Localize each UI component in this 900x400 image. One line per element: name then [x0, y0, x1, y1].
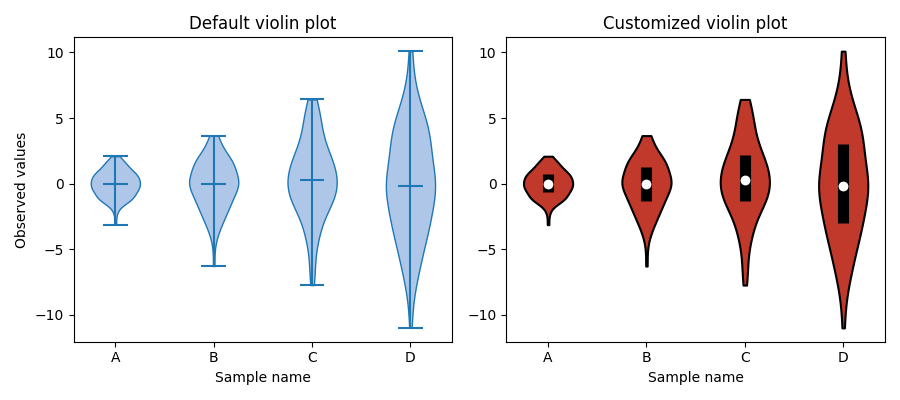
Point — [836, 182, 850, 189]
Point — [639, 180, 653, 187]
Point — [541, 180, 555, 187]
Title: Customized violin plot: Customized violin plot — [603, 15, 788, 33]
Point — [738, 176, 752, 183]
Title: Default violin plot: Default violin plot — [189, 15, 337, 33]
X-axis label: Sample name: Sample name — [215, 371, 310, 385]
Y-axis label: Observed values: Observed values — [15, 132, 29, 248]
X-axis label: Sample name: Sample name — [648, 371, 743, 385]
